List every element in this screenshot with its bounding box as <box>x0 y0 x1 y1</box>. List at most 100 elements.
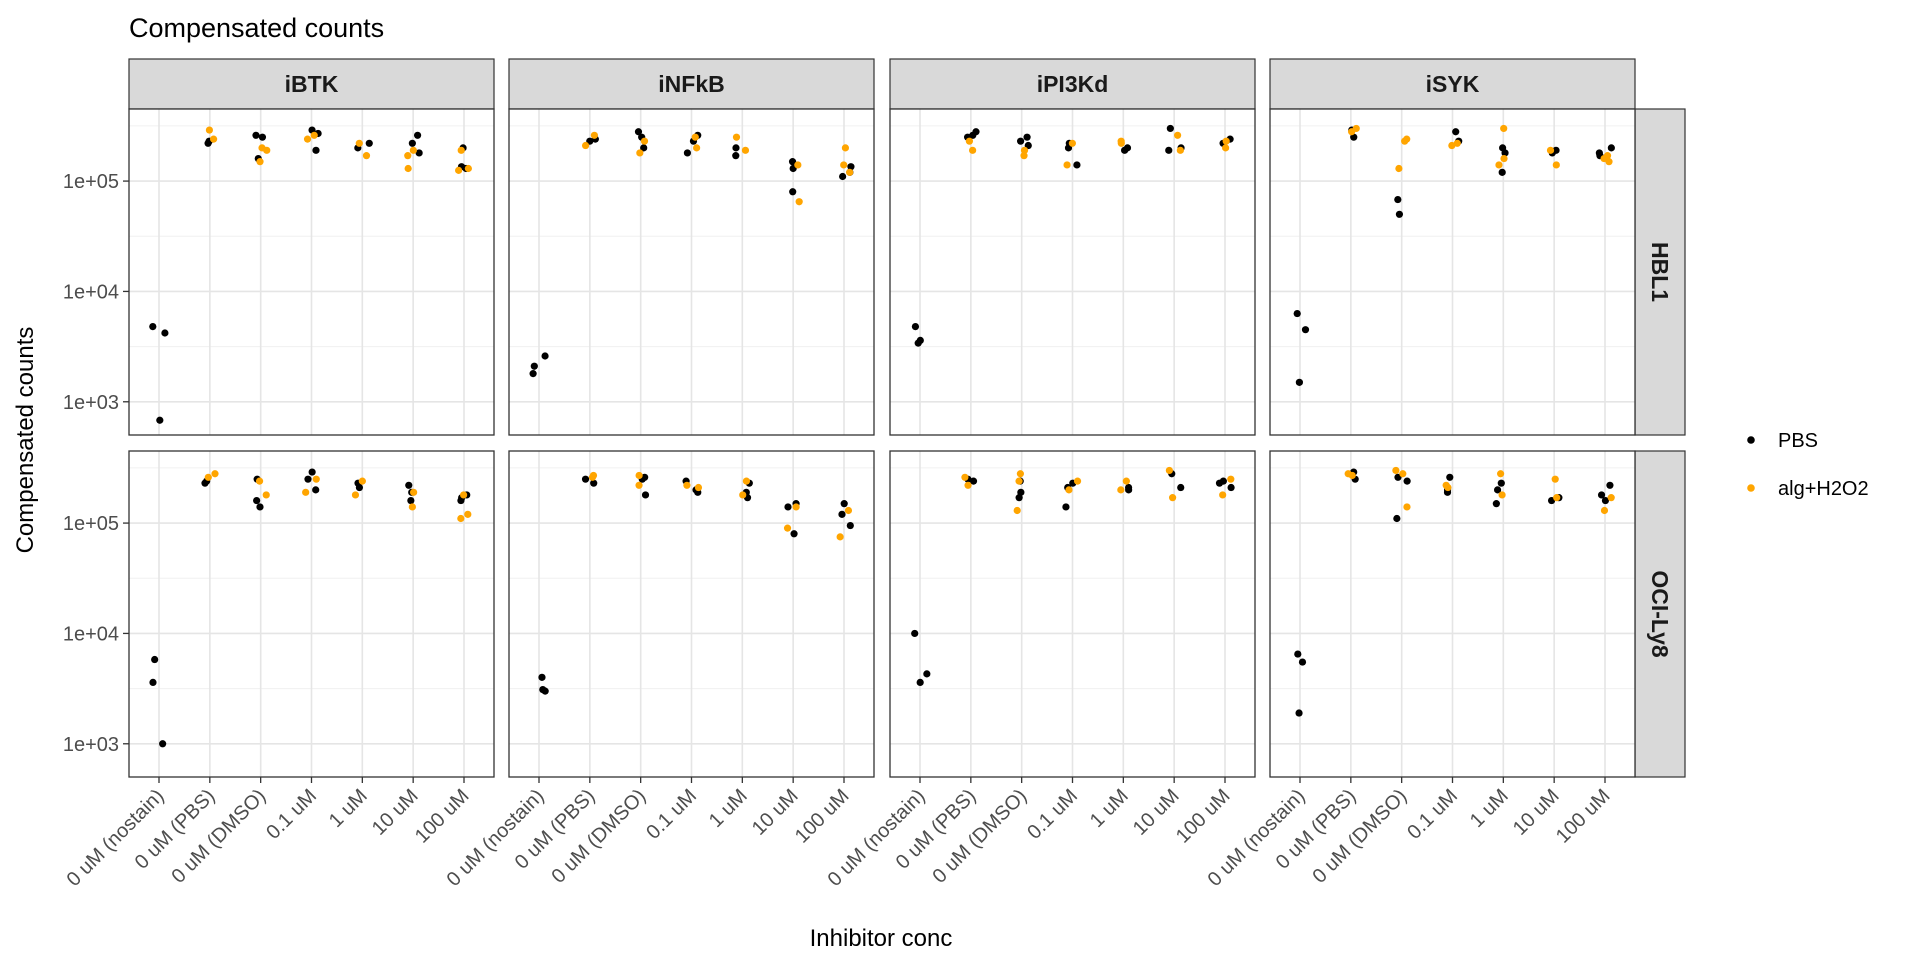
data-point-alg-h2o2 <box>303 135 312 143</box>
legend: PBS alg+H2O2 <box>1747 430 1869 500</box>
data-point-alg-h2o2 <box>1352 124 1360 133</box>
legend-key-alg-h2o2 <box>1747 484 1755 492</box>
y-tick-label: 1e+05 <box>63 171 119 193</box>
data-point-pbs <box>530 362 538 370</box>
data-point-alg-h2o2 <box>1401 137 1409 145</box>
data-point-pbs <box>159 740 167 748</box>
data-point-pbs <box>1301 326 1310 334</box>
data-point-alg-h2o2 <box>961 473 969 481</box>
data-point-alg-h2o2 <box>1173 131 1182 139</box>
data-point-alg-h2o2 <box>351 491 360 499</box>
data-point-pbs <box>1023 133 1031 141</box>
data-point-alg-h2o2 <box>846 168 854 176</box>
data-point-pbs <box>541 352 549 360</box>
data-point-alg-h2o2 <box>1169 494 1177 502</box>
panel-oci-ly8-isyk <box>1269 450 1636 778</box>
data-point-alg-h2o2 <box>410 488 418 496</box>
data-point-pbs <box>914 339 922 347</box>
data-point-pbs <box>308 468 316 476</box>
data-point-pbs <box>1597 491 1606 499</box>
data-point-pbs <box>1501 149 1509 157</box>
y-tick-label: 1e+04 <box>63 281 119 303</box>
data-point-alg-h2o2 <box>732 133 741 141</box>
data-point-pbs <box>156 416 164 424</box>
data-point-alg-h2o2 <box>1020 146 1029 154</box>
panel-hbl1-ipi3kd <box>889 108 1256 436</box>
facet-row-label: OCI-Ly8 <box>1647 570 1673 658</box>
facet-strip-ibtk <box>128 58 495 110</box>
data-point-alg-h2o2 <box>1176 146 1184 154</box>
panel-oci-ly8-ipi3kd <box>889 450 1256 778</box>
data-point-alg-h2o2 <box>1222 137 1230 145</box>
data-point-alg-h2o2 <box>1219 491 1227 499</box>
data-point-pbs <box>838 510 846 518</box>
data-point-pbs <box>1293 309 1301 318</box>
panel-border <box>1269 108 1636 436</box>
data-point-alg-h2o2 <box>1403 503 1411 511</box>
panel-hbl1-isyk <box>1269 108 1636 436</box>
facet-strip-ipi3kd <box>889 58 1256 110</box>
y-tick-label: 1e+03 <box>63 392 119 414</box>
data-point-alg-h2o2 <box>969 146 977 154</box>
data-point-alg-h2o2 <box>1063 161 1071 169</box>
data-point-pbs <box>541 687 549 695</box>
data-point-alg-h2o2 <box>464 510 472 518</box>
data-point-pbs <box>634 128 643 136</box>
data-point-pbs <box>538 673 546 681</box>
data-point-alg-h2o2 <box>204 473 212 481</box>
data-point-pbs <box>790 530 798 538</box>
y-axis-title: Compensated counts <box>12 327 39 554</box>
panel-border <box>889 108 1256 436</box>
data-point-alg-h2o2 <box>362 152 371 160</box>
data-point-alg-h2o2 <box>795 198 803 206</box>
data-point-alg-h2o2 <box>691 133 699 141</box>
data-point-alg-h2o2 <box>205 126 214 134</box>
data-point-alg-h2o2 <box>1500 124 1508 133</box>
data-point-pbs <box>252 131 260 139</box>
panel-border <box>128 108 495 436</box>
data-point-pbs <box>1177 483 1185 492</box>
data-point-alg-h2o2 <box>1607 494 1615 502</box>
data-point-pbs <box>683 149 692 157</box>
data-point-pbs <box>312 146 320 154</box>
data-point-alg-h2o2 <box>635 471 643 480</box>
data-point-pbs <box>405 481 413 489</box>
data-point-alg-h2o2 <box>1165 466 1173 475</box>
data-point-alg-h2o2 <box>635 481 643 489</box>
panel-oci-ly8-infkb <box>508 450 875 778</box>
legend-label: alg+H2O2 <box>1778 478 1869 500</box>
data-point-pbs <box>923 670 931 678</box>
data-point-pbs <box>1015 494 1023 502</box>
data-point-pbs <box>839 172 847 181</box>
data-point-alg-h2o2 <box>841 144 850 152</box>
panels-layer: iBTK iNFkB iPI3Kd iSYK HBL1 OCI-Ly8 1e+03 1e+04… <box>63 58 1686 891</box>
data-point-pbs <box>1601 496 1610 505</box>
data-point-pbs <box>355 483 364 492</box>
data-point-alg-h2o2 <box>581 141 590 150</box>
data-point-pbs <box>1552 146 1560 154</box>
data-point-pbs <box>1492 500 1500 508</box>
data-point-alg-h2o2 <box>1068 139 1076 147</box>
data-point-alg-h2o2 <box>256 158 264 166</box>
data-point-pbs <box>1394 195 1402 204</box>
data-point-pbs <box>1073 161 1081 169</box>
data-point-pbs <box>590 479 598 487</box>
data-point-alg-h2o2 <box>1600 506 1609 515</box>
data-point-alg-h2o2 <box>464 164 472 173</box>
data-point-alg-h2o2 <box>844 506 853 515</box>
data-point-alg-h2o2 <box>262 491 270 499</box>
data-point-alg-h2o2 <box>741 146 750 154</box>
data-point-alg-h2o2 <box>1395 164 1403 173</box>
data-point-pbs <box>1395 210 1404 218</box>
facet-strip-label: iNFkB <box>658 71 724 97</box>
data-point-pbs <box>916 678 924 686</box>
y-tick-label: 1e+05 <box>63 513 119 535</box>
data-point-alg-h2o2 <box>408 503 416 511</box>
data-point-alg-h2o2 <box>1495 161 1503 169</box>
data-point-alg-h2o2 <box>1448 141 1456 150</box>
facet-strip-label: iPI3Kd <box>1037 71 1109 97</box>
y-tick-label: 1e+04 <box>63 623 119 645</box>
data-point-pbs <box>1125 486 1133 494</box>
